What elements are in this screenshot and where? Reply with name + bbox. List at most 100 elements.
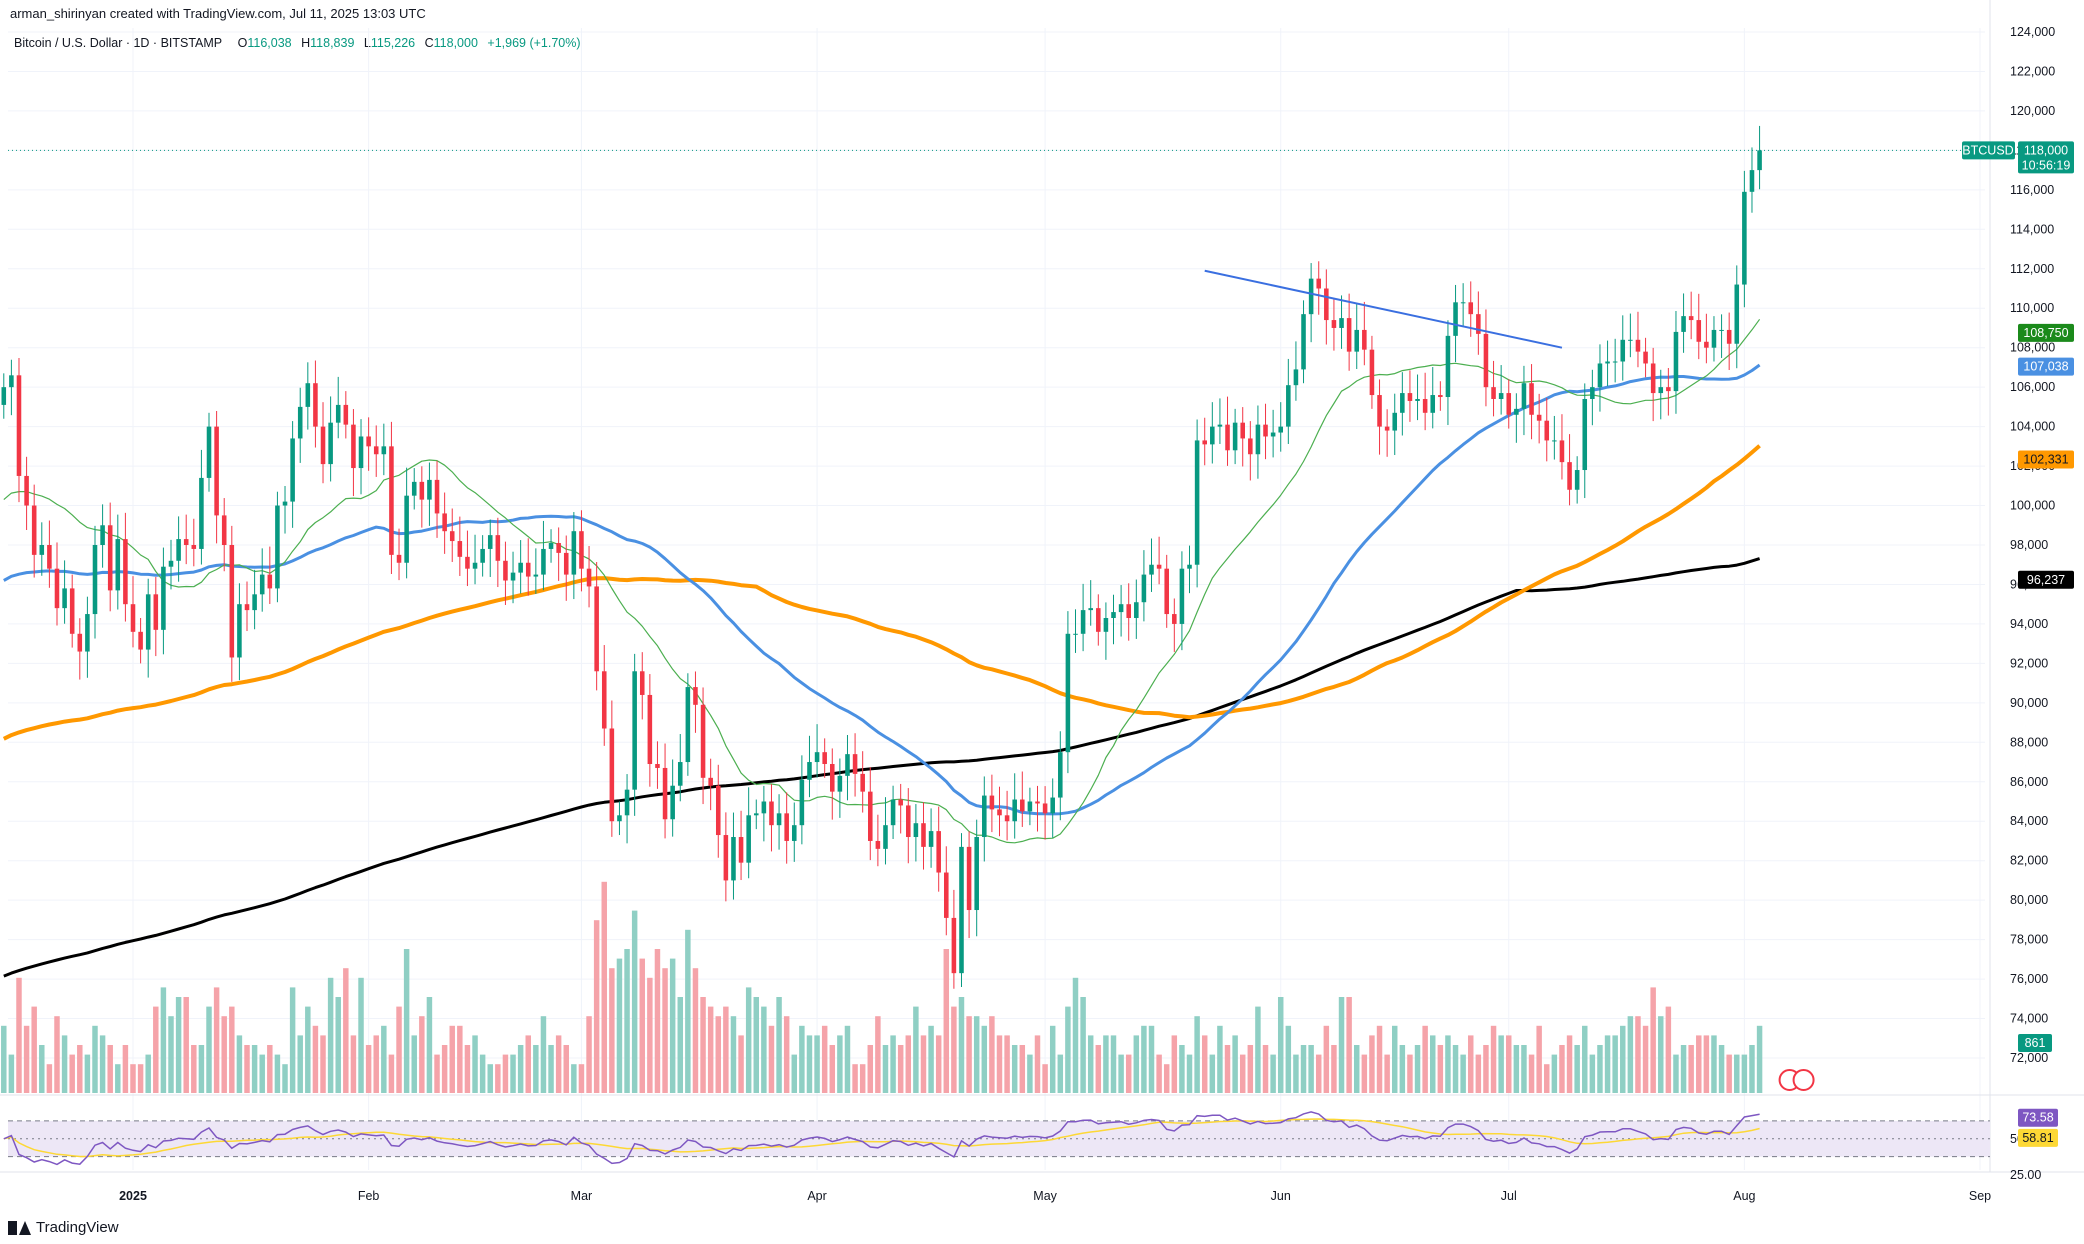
candle-body: [1491, 387, 1496, 399]
price-tick-label: 108,000: [2010, 341, 2055, 355]
volume-bar: [297, 1035, 303, 1093]
candle: [221, 498, 227, 572]
ma20-tag: [2018, 323, 2074, 342]
candle-body: [845, 754, 850, 776]
candle: [518, 540, 523, 594]
volume-bar: [730, 1016, 737, 1093]
candle-body: [997, 809, 1002, 816]
candle-body: [328, 422, 333, 465]
candle-body: [1506, 393, 1512, 415]
candle: [738, 810, 744, 881]
candle-body: [913, 823, 919, 838]
volume-bar: [1125, 1054, 1132, 1093]
candle-body: [107, 525, 113, 591]
candle: [1118, 585, 1124, 637]
candle-body: [814, 752, 820, 763]
candle: [1529, 364, 1534, 440]
candle: [677, 734, 683, 802]
candle-body: [39, 545, 45, 555]
candle-body: [921, 823, 926, 847]
volume-bar: [115, 1064, 121, 1093]
candle: [670, 759, 675, 837]
volume-bar: [1399, 1045, 1406, 1093]
volume-bar: [875, 1016, 881, 1093]
candle-body: [1407, 393, 1413, 401]
candle-body: [1628, 339, 1633, 341]
candle: [1696, 293, 1702, 360]
candle-body: [898, 799, 903, 806]
candle: [1331, 299, 1337, 351]
candle: [784, 792, 789, 864]
candle-body: [533, 574, 539, 577]
candle: [1134, 579, 1139, 639]
tradingview-logo[interactable]: TradingView: [8, 1219, 119, 1236]
open-value: 116,038: [247, 36, 292, 50]
chart-credit: arman_shirinyan created with TradingView…: [10, 6, 426, 21]
candle-body: [1438, 395, 1443, 398]
volume-bar: [1544, 1064, 1550, 1093]
volume-bar: [1141, 1025, 1147, 1093]
volume-bar: [1703, 1035, 1710, 1093]
volume-bar: [1338, 997, 1345, 1093]
candle-body: [723, 835, 729, 881]
candle: [1301, 300, 1306, 384]
volume-bar: [1589, 1054, 1596, 1093]
volume-bar: [343, 968, 349, 1093]
candle: [24, 456, 29, 531]
volume-bar: [1072, 977, 1079, 1093]
candle: [906, 788, 911, 864]
volume-bar: [1741, 1054, 1748, 1093]
volume-bar: [609, 968, 615, 1093]
candle: [191, 518, 197, 567]
volume-bar: [107, 1045, 113, 1093]
symbol-name[interactable]: Bitcoin / U.S. Dollar · 1D · BITSTAMP: [14, 36, 223, 50]
candle: [1270, 409, 1276, 458]
candle: [936, 806, 941, 892]
candle-body: [252, 594, 257, 611]
ma200-tag-text: 96,237: [2027, 573, 2065, 587]
price-tick-label: 88,000: [2010, 735, 2048, 749]
volume-bar: [951, 1006, 957, 1093]
volume-bar: [449, 1025, 455, 1093]
volume-bar: [563, 1045, 569, 1093]
candle-body: [1301, 314, 1306, 370]
candle-body: [1346, 318, 1352, 352]
candle: [153, 576, 159, 657]
price-tick-label: 106,000: [2010, 380, 2055, 394]
price-tick-label: 114,000: [2010, 222, 2054, 236]
candle: [138, 618, 143, 664]
candle: [951, 889, 957, 989]
candle-body: [1635, 339, 1641, 352]
candle-body: [183, 539, 189, 545]
candle-body: [1179, 568, 1185, 624]
volume-bar: [1551, 1054, 1558, 1093]
candle-body: [449, 531, 455, 542]
candle: [1004, 790, 1010, 841]
candle-body: [708, 777, 713, 786]
candle-body: [1210, 426, 1215, 445]
candle: [601, 645, 607, 746]
candle-body: [715, 785, 721, 836]
candle-body: [1362, 329, 1367, 350]
candle-body: [693, 687, 698, 705]
candle: [1734, 265, 1740, 369]
candle: [1666, 368, 1671, 416]
candle-body: [624, 789, 630, 816]
volume-bar: [510, 1054, 516, 1093]
candle-body: [700, 704, 706, 778]
volume-bar: [206, 1006, 212, 1093]
candle-body: [738, 837, 744, 863]
candle-body: [769, 801, 774, 826]
price-tick-label: 72,000: [2010, 1051, 2048, 1065]
candle: [1422, 372, 1428, 431]
candle: [1483, 309, 1489, 407]
volume-bar: [305, 1006, 311, 1093]
candle: [62, 560, 67, 624]
candle-body: [677, 762, 683, 786]
volume-bar: [69, 1054, 75, 1093]
candle: [92, 525, 98, 639]
candle-body: [237, 604, 242, 658]
candle-body: [518, 562, 523, 573]
